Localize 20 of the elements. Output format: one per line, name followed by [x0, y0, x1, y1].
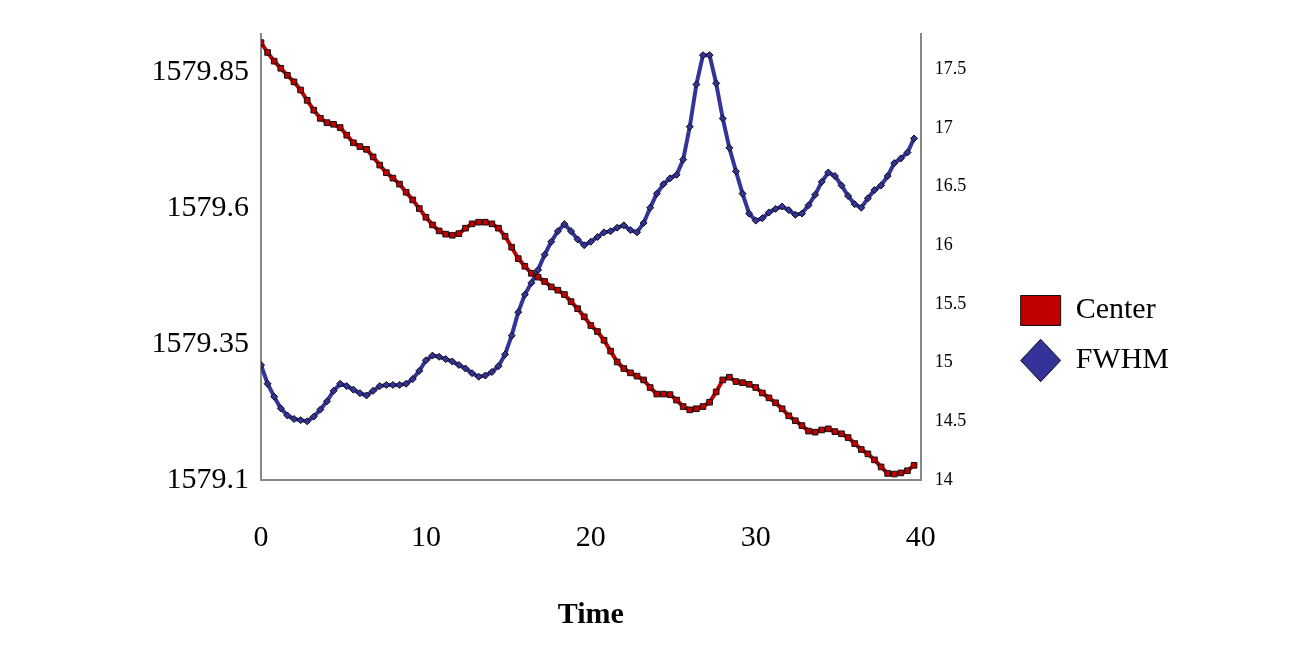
x-tick-label: 40	[905, 518, 936, 552]
y2-tick-label: 17.5	[934, 57, 967, 78]
y-tick-label: 1579.35	[151, 324, 249, 358]
y2-tick-label: 14	[934, 468, 953, 489]
y2-tick-label: 15	[934, 351, 953, 372]
x-tick-label: 0	[253, 518, 269, 552]
legend-label: Center	[1075, 291, 1156, 325]
y2-tick-label: 17	[934, 116, 953, 137]
y-tick-label: 1579.1	[166, 460, 249, 494]
legend-label: FWHM	[1075, 341, 1169, 375]
y2-tick-label: 16.5	[934, 175, 967, 196]
x-tick-label: 30	[740, 518, 771, 552]
x-tick-label: 10	[410, 518, 441, 552]
y2-tick-label: 15.5	[934, 292, 967, 313]
x-axis-title: Time	[557, 595, 624, 629]
x-tick-label: 20	[575, 518, 606, 552]
y2-tick-label: 14.5	[934, 410, 967, 431]
y-tick-label: 1579.6	[166, 188, 249, 222]
y-tick-label: 1579.85	[151, 52, 249, 86]
y2-tick-label: 16	[934, 234, 953, 254]
